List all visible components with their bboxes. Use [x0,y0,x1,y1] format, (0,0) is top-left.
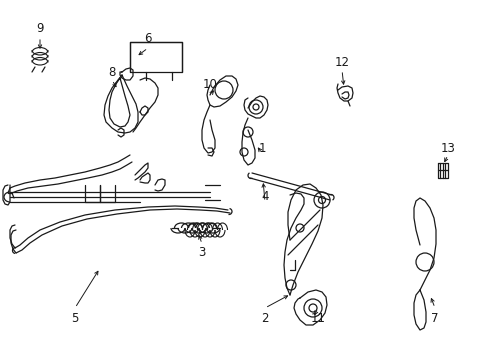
Bar [130,42,182,72]
Text: 4: 4 [261,189,268,202]
Text: 8: 8 [108,66,116,78]
Text: 9: 9 [36,22,43,35]
Text: 13: 13 [440,141,454,154]
Text: 12: 12 [334,55,349,68]
Text: 7: 7 [430,311,438,324]
Text: 2: 2 [261,311,268,324]
Text: 10: 10 [202,78,217,91]
Text: 5: 5 [71,311,79,324]
Text: 6: 6 [144,31,151,45]
Text: 1: 1 [258,141,265,154]
Text: 11: 11 [310,311,325,324]
Text: 3: 3 [198,246,205,258]
